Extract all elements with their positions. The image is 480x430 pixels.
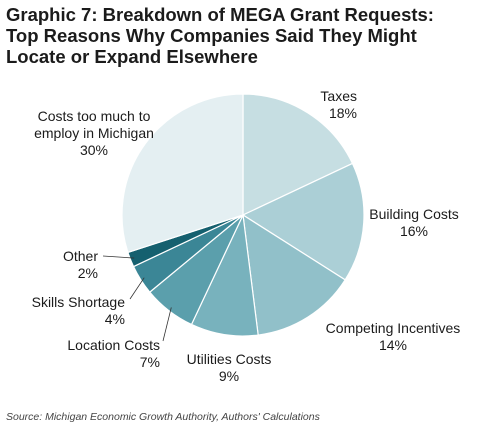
- pie-slice-competing-incentives: [242, 213, 346, 336]
- slice-value: 30%: [80, 142, 108, 158]
- slice-value: 14%: [379, 337, 407, 353]
- leader-line: [102, 255, 135, 259]
- source-note: Source: Michigan Economic Growth Authori…: [6, 411, 320, 423]
- pie-slices: [121, 93, 365, 337]
- slice-value: 18%: [329, 105, 357, 121]
- slice-label-building-costs: Building Costs 16%: [369, 206, 459, 239]
- pie-labels: Taxes 18% Building Costs 16% Competing Incen…: [32, 88, 461, 384]
- slice-value: 16%: [400, 223, 428, 239]
- slice-label-skills-shortage: Skills Shortage 4%: [32, 294, 126, 327]
- slice-label-utilities-costs: Utilities Costs 9%: [187, 351, 272, 384]
- slice-value: 7%: [140, 354, 160, 370]
- slice-label-competing-incentives: Competing Incentives 14%: [326, 320, 461, 353]
- slice-label-other: Other 2%: [63, 248, 98, 281]
- slice-value: 9%: [219, 368, 239, 384]
- slice-label-location-costs: Location Costs 7%: [67, 337, 160, 370]
- slice-value: 2%: [78, 265, 98, 281]
- leader-line: [162, 307, 172, 342]
- leader-line: [129, 277, 145, 300]
- slice-value: 4%: [105, 311, 125, 327]
- pie-slice-building-costs: [241, 162, 365, 281]
- pie-slice-costs-too-much-to-employ-in-michigan: [121, 93, 244, 254]
- slice-label-costs-too-much-to-employ-in-michigan: Costs too much to employ in Michigan 30%: [34, 108, 154, 158]
- chart-title: Graphic 7: Breakdown of MEGA Grant Reque…: [6, 4, 434, 67]
- slice-label-taxes: Taxes 18%: [320, 88, 357, 121]
- pie-slice-taxes: [242, 93, 354, 216]
